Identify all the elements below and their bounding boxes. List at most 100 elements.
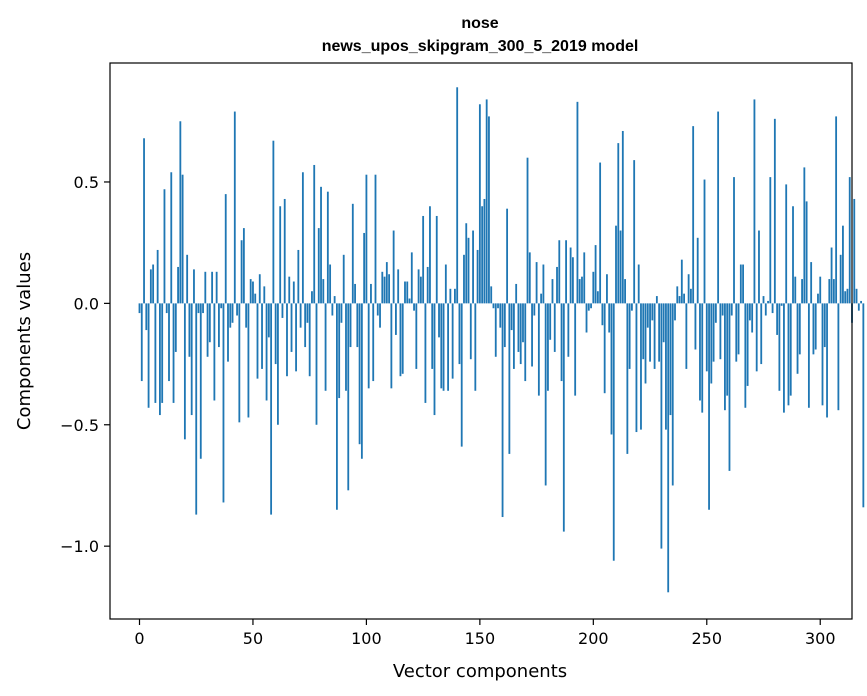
bar-component-85: [331, 303, 334, 316]
bar-component-301: [821, 303, 824, 406]
bar-component-177: [540, 293, 543, 304]
bar-component-227: [653, 303, 656, 369]
bar-component-23: [190, 303, 193, 416]
bar-component-271: [753, 99, 756, 304]
bar-component-156: [492, 303, 495, 309]
bar-component-116: [401, 303, 404, 374]
bar-component-316: [855, 288, 858, 304]
bar-component-38: [224, 194, 227, 304]
bar-component-179: [544, 303, 547, 486]
bar-component-19: [181, 174, 184, 304]
bar-component-72: [301, 172, 304, 304]
bar-component-232: [665, 303, 667, 430]
bar-component-230: [660, 303, 663, 549]
x-tick-label-150: 150: [465, 629, 496, 648]
bar-component-190: [569, 247, 572, 304]
bar-component-22: [188, 303, 191, 357]
bar-component-168: [519, 303, 522, 365]
bar-component-315: [853, 198, 856, 304]
bar-component-107: [381, 271, 384, 304]
bar-component-172: [528, 252, 531, 304]
chart-subtitle: news_upos_skipgram_300_5_2019 model: [322, 38, 639, 55]
bar-component-254: [714, 303, 717, 323]
bar-component-48: [247, 303, 250, 418]
bar-component-152: [483, 198, 486, 304]
bar-component-286: [787, 303, 790, 406]
bar-component-201: [594, 245, 597, 304]
bar-component-119: [408, 298, 411, 304]
bar-component-176: [537, 303, 540, 396]
bar-component-284: [783, 303, 785, 413]
bar-component-279: [771, 303, 774, 314]
bar-component-222: [642, 303, 645, 360]
x-axis-ticks: 0 50 100 150 200 250 300: [134, 619, 836, 648]
bar-component-106: [379, 303, 381, 328]
bar-component-130: [433, 303, 436, 416]
bar-component-235: [671, 303, 674, 486]
bar-component-1: [140, 303, 143, 382]
bar-component-45: [240, 240, 243, 304]
bar-component-308: [837, 303, 840, 411]
bar-component-166: [515, 283, 518, 304]
bar-component-287: [789, 303, 792, 396]
y-tick-label-0: −1.0: [60, 537, 99, 556]
bar-component-292: [801, 279, 803, 304]
bar-component-224: [646, 303, 649, 328]
bar-component-265: [739, 264, 742, 304]
bar-component-12: [165, 303, 168, 314]
bar-component-233: [667, 303, 670, 593]
bar-component-78: [315, 303, 318, 425]
bar-component-236: [674, 303, 676, 321]
bar-component-228: [655, 296, 658, 304]
bar-component-270: [751, 303, 754, 333]
bar-component-187: [562, 303, 565, 532]
bar-component-257: [721, 303, 724, 316]
bar-component-207: [608, 303, 611, 333]
bar-component-243: [689, 288, 692, 304]
bar-component-59: [272, 140, 275, 304]
bar-component-318: [860, 300, 862, 304]
bar-component-231: [662, 303, 665, 343]
bar-component-124: [419, 276, 422, 304]
x-tick-label-50: 50: [243, 629, 263, 648]
bar-component-290: [796, 303, 799, 374]
bar-component-200: [592, 271, 595, 304]
bar-component-244: [692, 126, 695, 304]
bar-component-239: [680, 259, 683, 304]
bar-component-18: [179, 121, 182, 304]
bar-component-164: [510, 303, 513, 331]
bar-component-129: [431, 303, 434, 369]
bar-component-258: [724, 303, 726, 411]
bar-component-223: [644, 303, 647, 384]
bar-component-14: [170, 172, 173, 304]
bar-component-32: [211, 271, 214, 304]
bar-component-185: [558, 240, 561, 304]
bar-component-162: [506, 208, 509, 304]
bar-component-180: [547, 303, 549, 391]
bar-component-74: [306, 303, 309, 323]
bar-component-37: [222, 303, 225, 503]
bar-component-34: [215, 271, 218, 304]
bar-component-178: [542, 264, 545, 304]
bar-component-133: [440, 303, 443, 389]
bar-component-33: [213, 303, 216, 401]
bars-group: [138, 87, 865, 593]
bar-component-24: [193, 269, 195, 304]
bar-component-268: [746, 303, 749, 386]
bar-component-121: [413, 303, 415, 311]
bar-component-31: [208, 303, 211, 343]
bar-component-302: [823, 303, 826, 348]
bar-component-80: [320, 186, 322, 304]
bar-component-122: [415, 303, 418, 369]
bar-component-273: [758, 230, 760, 304]
bar-component-25: [195, 303, 198, 515]
bar-component-307: [835, 116, 838, 304]
bar-component-157: [494, 303, 497, 357]
bar-component-138: [451, 303, 454, 379]
bar-component-296: [810, 262, 813, 304]
bar-component-71: [299, 303, 302, 328]
bar-component-117: [404, 281, 406, 304]
bar-component-282: [778, 303, 781, 391]
bar-component-95: [354, 283, 356, 304]
bar-component-77: [313, 164, 316, 304]
